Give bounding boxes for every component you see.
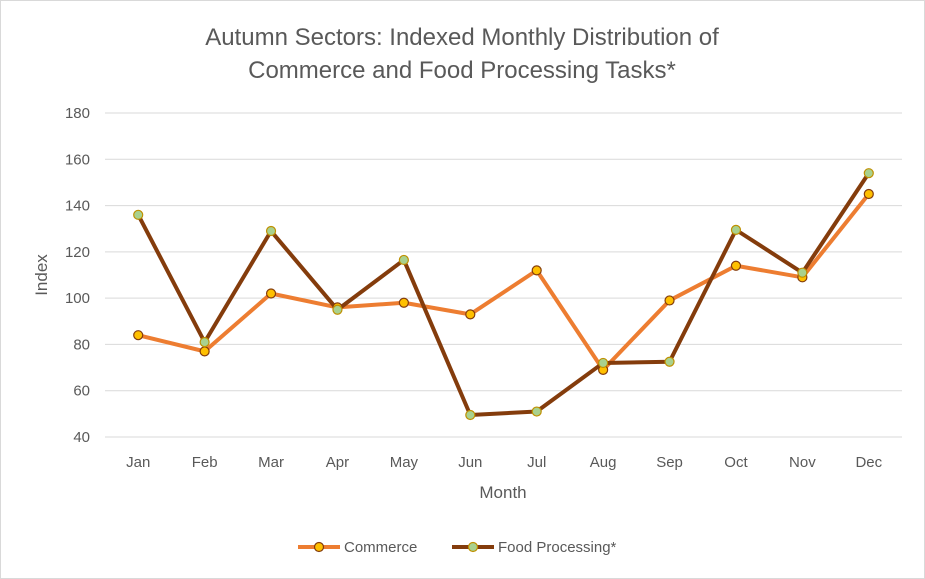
series-line-0 [137, 192, 871, 372]
data-point-1 [531, 406, 542, 417]
chart-title: Commerce and Food Processing Tasks* [248, 57, 676, 84]
data-point-1 [664, 356, 675, 367]
legend-label: Food Processing* [498, 539, 617, 556]
x-tick-label: Mar [258, 454, 284, 471]
data-point-1 [598, 357, 609, 369]
y-tick-label: 60 [73, 383, 90, 400]
data-point-1 [332, 304, 343, 315]
y-tick-label: 180 [65, 105, 90, 122]
y-tick-label: 120 [65, 244, 90, 261]
y-tick-label: 40 [73, 429, 90, 446]
x-tick-label: Feb [192, 454, 218, 471]
legend-marker-0 [313, 541, 325, 553]
data-point-1 [199, 337, 210, 348]
data-point-0 [398, 297, 409, 308]
y-tick-label: 80 [73, 336, 90, 353]
data-point-0 [531, 265, 542, 276]
data-point-1 [465, 409, 476, 421]
data-point-1 [730, 224, 742, 235]
x-tick-label: Dec [855, 454, 882, 471]
data-point-0 [265, 288, 277, 299]
x-tick-label: Nov [789, 454, 816, 471]
x-tick-label: Jun [458, 454, 482, 471]
x-tick-label: Sep [656, 454, 683, 471]
x-tick-label: Oct [724, 454, 748, 471]
x-tick-label: Apr [326, 454, 349, 471]
data-point-1 [265, 225, 277, 237]
y-axis-label: Index [32, 254, 51, 296]
y-tick-label: 140 [65, 198, 90, 215]
data-point-0 [863, 188, 874, 200]
legend-marker-1 [467, 541, 479, 553]
data-point-0 [133, 330, 144, 341]
x-tick-label: May [390, 454, 419, 471]
data-point-1 [133, 209, 144, 220]
data-point-0 [199, 346, 210, 357]
data-point-0 [730, 260, 742, 271]
y-tick-label: 100 [65, 290, 90, 307]
data-point-1 [863, 168, 874, 179]
series-line-1 [136, 172, 871, 418]
chart-title: Autumn Sectors: Indexed Monthly Distribu… [205, 24, 719, 51]
y-tick-label: 160 [65, 151, 90, 168]
x-axis-label: Month [479, 483, 526, 502]
data-point-0 [465, 309, 476, 320]
x-tick-label: Aug [590, 454, 617, 471]
data-point-1 [797, 267, 808, 278]
data-point-0 [664, 295, 675, 306]
data-point-1 [398, 254, 409, 266]
x-tick-label: Jan [126, 454, 150, 471]
x-tick-label: Jul [527, 454, 546, 471]
legend-label: Commerce [344, 539, 417, 556]
